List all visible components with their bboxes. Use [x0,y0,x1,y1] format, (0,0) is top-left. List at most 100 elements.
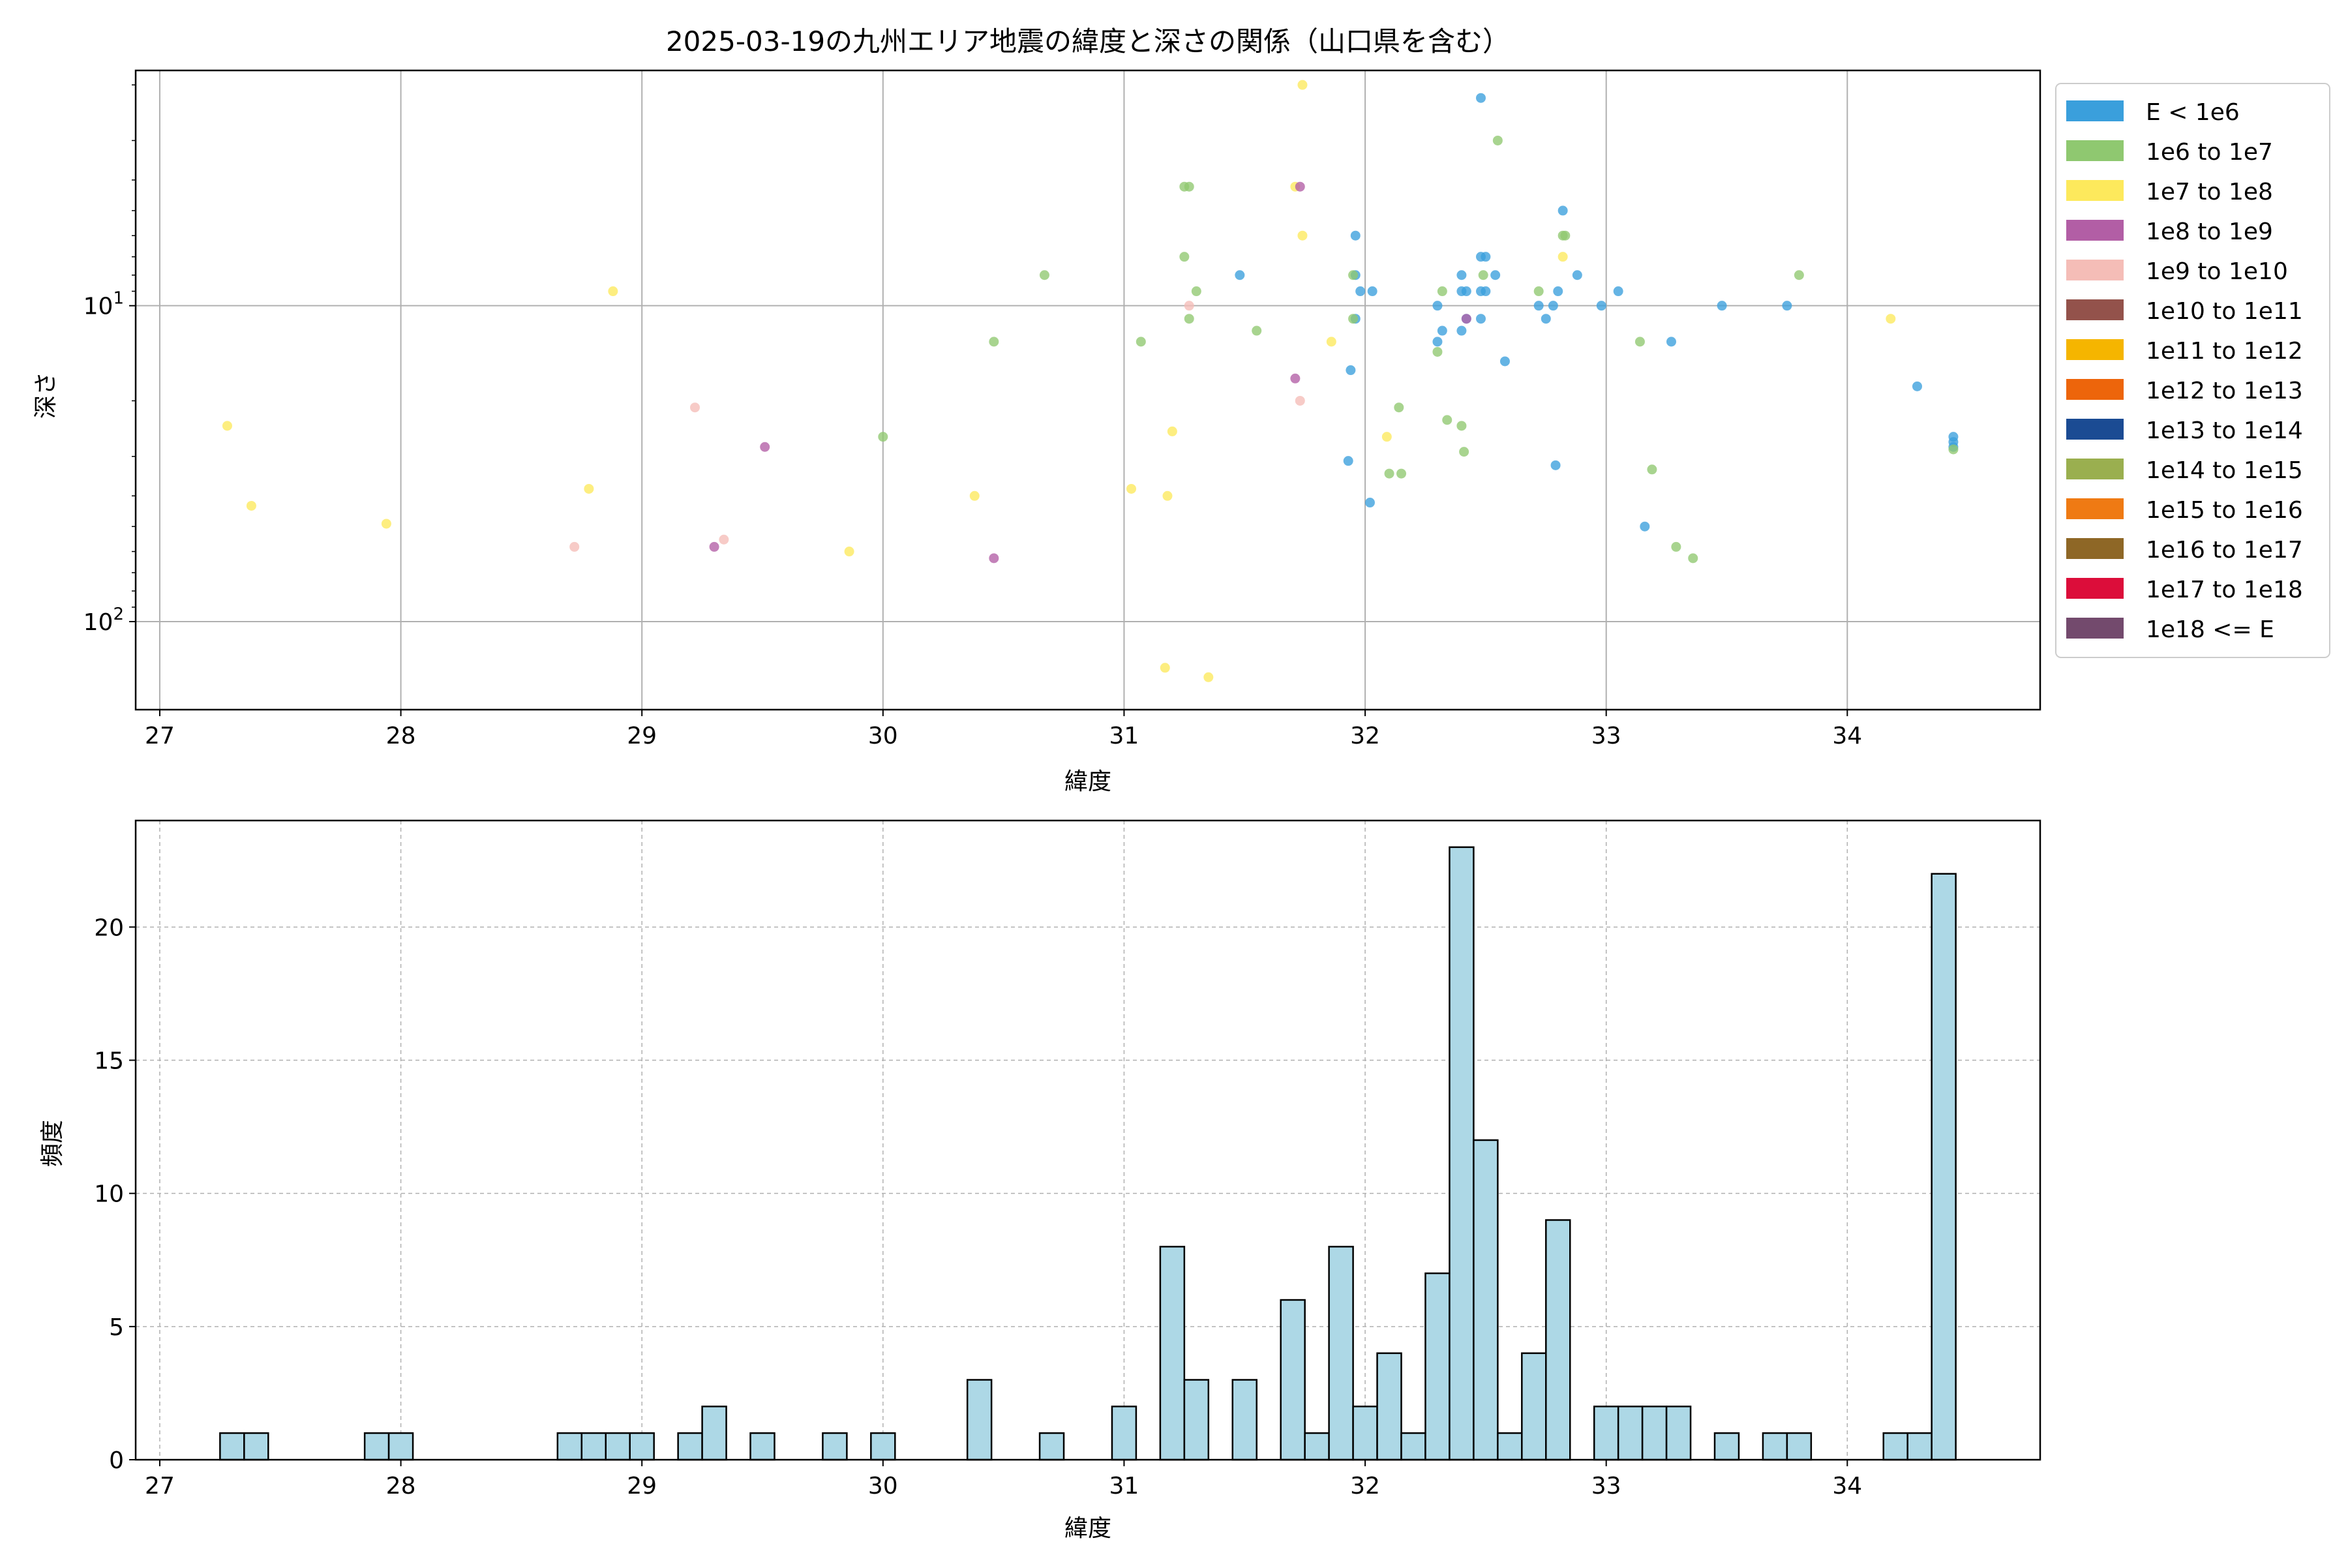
histogram-bar [1593,1406,1619,1461]
scatter-point [1346,365,1356,376]
histogram-x-tick-label: 29 [627,1473,657,1500]
scatter-point [690,402,700,413]
scatter-point [1364,498,1375,508]
scatter-point [1290,373,1301,384]
histogram-bar [1449,846,1475,1461]
scatter-legend-box [2055,83,2330,658]
histogram-bar [1280,1299,1306,1461]
scatter-point [1432,337,1443,347]
legend-swatch [2066,538,2124,559]
histogram-x-axis-label: 緯度 [1064,1515,1111,1542]
scatter-point [1640,521,1650,532]
histogram-x-tick-label: 33 [1591,1473,1621,1500]
histogram-x-tick-label: 32 [1350,1473,1380,1500]
histogram-bar [629,1432,655,1461]
scatter-x-tick-label: 27 [145,723,175,749]
histogram-bar [1665,1406,1692,1461]
legend-label: 1e17 to 1e18 [2146,577,2303,603]
histogram-bar [605,1432,631,1461]
scatter-point [1184,301,1194,311]
histogram-bar [1641,1406,1668,1461]
histogram-bar [1882,1432,1908,1461]
scatter-point [1162,490,1173,501]
scatter-point [1191,286,1201,297]
scatter-point [1666,337,1676,347]
legend-label: 1e13 to 1e14 [2146,417,2303,444]
legend-label: 1e11 to 1e12 [2146,338,2303,365]
legend-label: 1e10 to 1e11 [2146,298,2303,325]
histogram-plot-frame [134,819,2041,1461]
scatter-point [989,553,999,564]
histogram-x-tick-label: 30 [868,1473,898,1500]
scatter-x-tick-label: 32 [1350,723,1380,749]
scatter-y-tick-label: 102 [83,605,124,636]
scatter-point [1613,286,1623,297]
scatter-point [1235,270,1245,280]
scatter-point [381,519,391,529]
histogram-y-tick-label: 10 [94,1181,124,1208]
scatter-point [1297,230,1308,241]
scatter-point [1394,402,1404,413]
scatter-point [1297,80,1308,90]
scatter-x-tick-label: 33 [1591,723,1621,749]
scatter-point [1533,301,1544,311]
scatter-point [1295,181,1305,192]
histogram-x-tick-label: 28 [386,1473,416,1500]
histogram-x-tick-label: 34 [1832,1473,1862,1500]
scatter-point [1782,301,1792,311]
scatter-x-axis-label: 緯度 [1064,768,1111,795]
legend-label: 1e7 to 1e8 [2146,179,2273,205]
scatter-point [1558,205,1568,216]
scatter-plot-frame [134,69,2041,711]
scatter-point [1456,325,1467,336]
histogram-bar [363,1432,390,1461]
histogram-bar [1617,1406,1644,1461]
scatter-point [1126,483,1137,494]
scatter-point [1160,663,1170,673]
scatter-y-tick-label: 101 [83,289,124,320]
histogram-bar [1328,1246,1354,1461]
histogram-bar [1352,1406,1378,1461]
scatter-point [1456,421,1467,431]
scatter-point [1039,270,1049,280]
histogram-bar [1906,1432,1933,1461]
scatter-point [1481,286,1491,297]
histogram-bar [1424,1272,1451,1461]
scatter-point [246,500,256,511]
scatter-point [1136,337,1146,347]
legend-label: 1e15 to 1e16 [2146,497,2303,524]
scatter-point [1558,252,1568,262]
legend-swatch [2066,220,2124,241]
legend-label: E < 1e6 [2146,99,2240,126]
scatter-point [719,534,729,545]
histogram-bar [1762,1432,1788,1461]
scatter-point [222,421,232,431]
histogram-bar [1713,1432,1740,1461]
legend-swatch [2066,140,2124,161]
histogram-x-tick-label: 27 [145,1473,175,1500]
scatter-point [1456,270,1467,280]
legend-label: 1e9 to 1e10 [2146,258,2288,285]
histogram-bar [701,1406,727,1461]
histogram-bar [1038,1432,1065,1461]
scatter-point [1596,301,1606,311]
scatter-point [1886,314,1896,324]
histogram-bar [749,1432,775,1461]
histogram-y-tick-label: 5 [109,1314,124,1341]
scatter-point [1179,252,1190,262]
histogram-bar [1376,1352,1402,1461]
legend-label: 1e18 <= E [2146,616,2274,643]
scatter-point [1475,314,1486,324]
legend-swatch [2066,339,2124,360]
legend-swatch [2066,379,2124,400]
scatter-point [569,541,580,552]
scatter-point [1553,286,1563,297]
scatter-point [1437,286,1447,297]
scatter-point [1533,286,1544,297]
scatter-point [1396,468,1407,479]
scatter-point [1184,314,1194,324]
scatter-point [1442,415,1452,425]
scatter-point [1355,286,1366,297]
scatter-point [1490,270,1501,280]
